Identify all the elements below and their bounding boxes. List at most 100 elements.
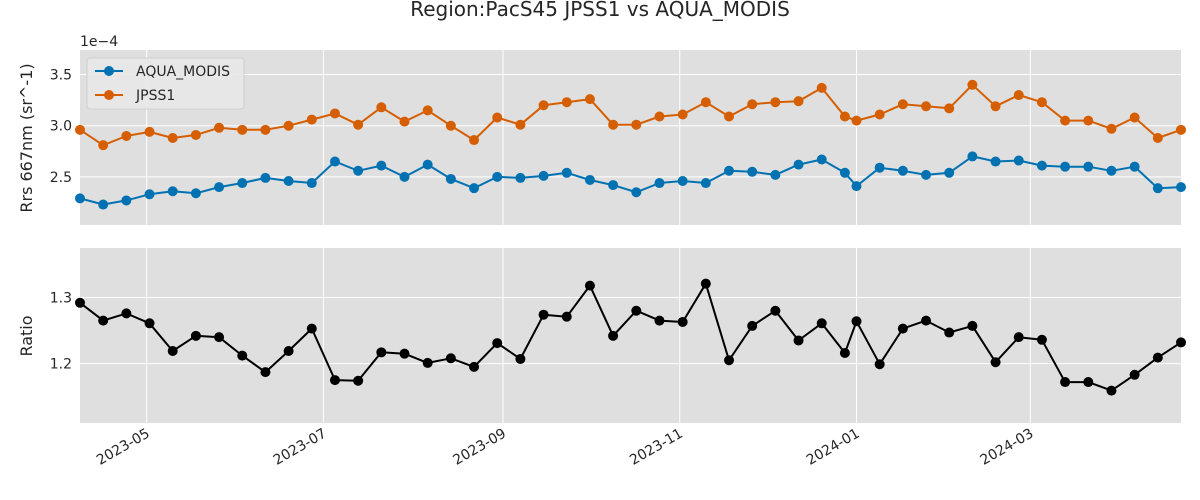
- top-series-0-point: [237, 178, 248, 189]
- legend-jpss1-label: JPSS1: [135, 88, 175, 104]
- bottom-series-0-point: [561, 311, 572, 322]
- x-tick-label: 2024-03: [978, 426, 1037, 469]
- top-series-1-point: [144, 126, 155, 137]
- top-series-1-point: [353, 119, 364, 130]
- bottom-series-0-point: [1176, 337, 1186, 348]
- top-series-0-point: [376, 160, 387, 171]
- top-series-1-point: [944, 103, 955, 114]
- top-series-0-point: [1036, 160, 1047, 171]
- top-series-0-point: [839, 167, 850, 178]
- x-tick-label: 2023-11: [627, 426, 686, 469]
- top-plot-background: [80, 50, 1181, 225]
- top-series-0-point: [121, 195, 132, 206]
- bottom-series-0-point: [190, 330, 201, 341]
- bottom-series-0-point: [1060, 377, 1071, 388]
- bottom-series-0-point: [422, 357, 433, 368]
- bottom-series-0-point: [214, 332, 225, 343]
- top-series-0-point: [98, 199, 109, 210]
- top-series-1-point: [75, 124, 85, 135]
- bottom-series-0-point: [469, 361, 480, 372]
- top-series-1-point: [445, 120, 456, 131]
- bottom-series-0-point: [921, 315, 932, 326]
- top-series-0-point: [1060, 161, 1071, 172]
- top-series-0-point: [260, 172, 271, 183]
- top-series-1-point: [990, 101, 1001, 112]
- top-series-0-point: [1106, 165, 1117, 176]
- top-series-0-point: [167, 186, 178, 197]
- top-y-tick-label: 2.5: [50, 170, 72, 186]
- top-series-0-point: [1176, 182, 1186, 193]
- top-series-1-point: [724, 111, 735, 122]
- top-series-1-point: [584, 94, 595, 105]
- top-series-0-point: [422, 159, 433, 170]
- bottom-series-0-point: [724, 355, 735, 366]
- bottom-series-0-point: [167, 346, 178, 357]
- bottom-series-0-point: [747, 320, 758, 331]
- top-series-1-point: [190, 129, 201, 140]
- top-series-0-point: [874, 162, 885, 173]
- bottom-series-0-point: [1083, 377, 1094, 388]
- top-series-0-point: [1013, 155, 1024, 166]
- top-series-1-point: [770, 97, 781, 108]
- top-series-1-point: [1036, 97, 1047, 108]
- legend-box: [86, 57, 245, 110]
- top-series-1-point: [1083, 115, 1094, 126]
- top-series: [75, 79, 1186, 210]
- top-series-0-point: [944, 167, 955, 178]
- bottom-series-0-point: [283, 346, 294, 357]
- top-series-0-point: [469, 183, 480, 194]
- top-series-1-point: [306, 114, 317, 125]
- top-series-0-point: [584, 174, 595, 185]
- bottom-series-0-point: [492, 338, 503, 349]
- bottom-series-0-point: [631, 305, 642, 316]
- bottom-series-0-point: [839, 348, 850, 358]
- bottom-series-0-point: [851, 316, 862, 327]
- top-series-1-point: [700, 97, 711, 108]
- top-y-tick-label: 3.0: [50, 119, 72, 135]
- bottom-series-0-point: [121, 308, 132, 319]
- top-series-1-point: [793, 96, 804, 107]
- bottom-series-0-point: [677, 316, 688, 327]
- bottom-series-0-point: [874, 359, 885, 370]
- top-series-1-point: [422, 105, 433, 116]
- bottom-series-0-point: [967, 320, 978, 331]
- bottom-y-tick-label: 1.2: [50, 357, 72, 373]
- top-series-1-point: [469, 135, 480, 146]
- top-y-tick-labels: 2.5 3.0 3.5: [50, 68, 72, 186]
- x-tick-label: 2023-07: [271, 426, 330, 469]
- bottom-series-0-point: [990, 357, 1001, 368]
- x-tick-label: 2023-09: [450, 426, 509, 469]
- top-series-1-point: [608, 119, 619, 130]
- top-series-0-point: [770, 169, 781, 180]
- bottom-series-0-point: [353, 375, 364, 386]
- top-series-1-point: [816, 82, 827, 93]
- top-series-1-point: [515, 119, 526, 130]
- legend-jpss1-marker: [104, 90, 114, 100]
- bottom-series-0-point: [897, 323, 908, 334]
- bottom-series-0-point: [770, 305, 781, 316]
- bottom-series-0-point: [144, 318, 155, 329]
- top-series-0-point: [747, 166, 758, 177]
- top-series-0-point: [283, 175, 294, 186]
- top-series-1-point: [1129, 112, 1140, 123]
- bottom-series-0-point: [1013, 332, 1024, 343]
- bottom-series-0-point: [306, 323, 317, 334]
- top-series-1-point: [283, 120, 294, 131]
- top-series-0-point: [967, 151, 978, 162]
- top-series-1-point: [897, 99, 908, 110]
- x-tick-label: 2024-01: [804, 426, 863, 469]
- bottom-series-0-point: [237, 350, 248, 361]
- top-series-1-point: [538, 100, 549, 111]
- top-series-1-point: [329, 108, 340, 119]
- bottom-panel: 1.2 1.3 2023-05 2023-07 2023-09 2023-11 2024-…: [17, 248, 1186, 469]
- top-series-0-point: [492, 171, 503, 182]
- top-series-1-point: [1152, 133, 1163, 144]
- top-series-1-point: [1176, 124, 1186, 135]
- top-series-1-point: [260, 124, 271, 135]
- top-series-1-point: [874, 109, 885, 120]
- top-series-0-point: [1129, 161, 1140, 172]
- legend: AQUA_MODIS JPSS1: [86, 57, 245, 110]
- top-series-0-point: [190, 188, 201, 199]
- top-panel: 2.5 3.0 3.5 Rrs 667nm (sr^-1) 1e−4 AQUA_MO…: [17, 34, 1186, 225]
- bottom-series-0-point: [445, 353, 456, 364]
